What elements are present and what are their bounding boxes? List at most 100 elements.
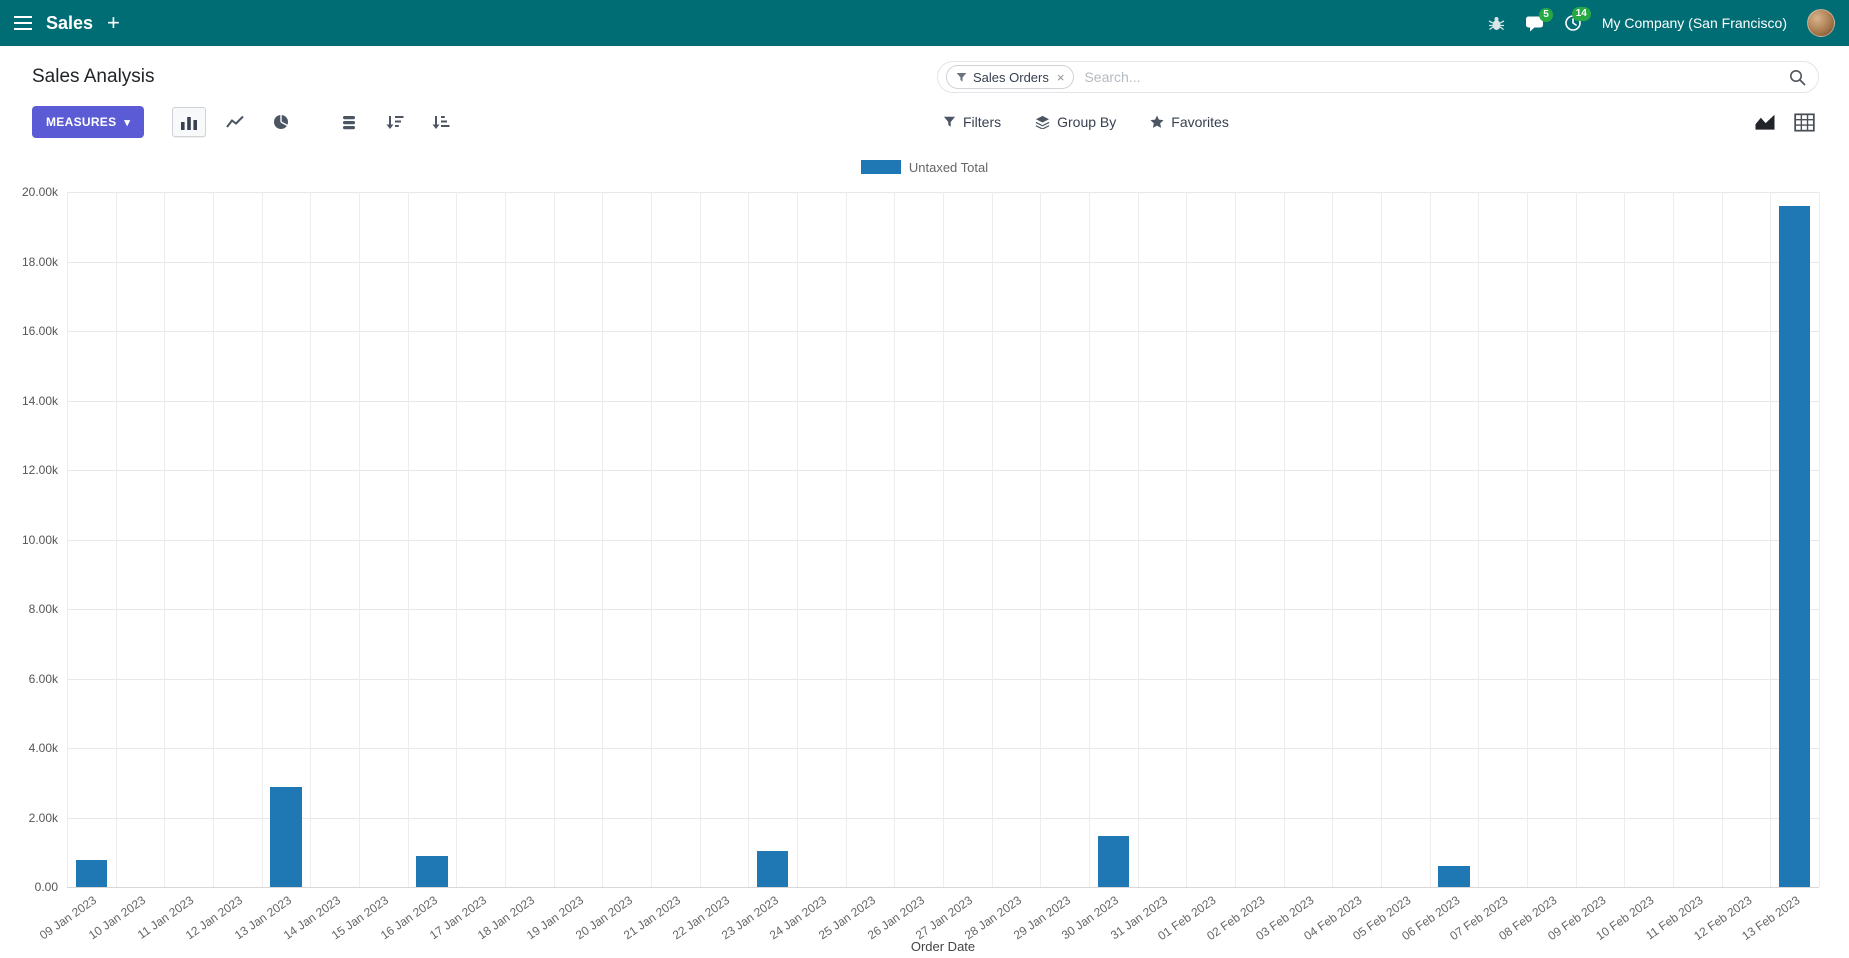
gridline [748, 192, 750, 887]
gridline [164, 192, 166, 887]
company-switcher[interactable]: My Company (San Francisco) [1601, 15, 1787, 31]
gridline [894, 192, 896, 887]
bug-icon [1488, 17, 1505, 31]
layers-icon [1035, 115, 1050, 129]
gridline [67, 887, 1819, 888]
pie-chart-button[interactable] [264, 107, 298, 137]
bar[interactable] [416, 856, 448, 887]
bar[interactable] [270, 786, 302, 887]
filter-icon [943, 116, 956, 127]
line-chart-button[interactable] [218, 107, 252, 137]
bar-chart-button[interactable] [172, 107, 207, 137]
search-icon[interactable] [1789, 69, 1806, 86]
stacked-icon [343, 115, 356, 129]
user-avatar[interactable] [1807, 9, 1835, 37]
gridline [1478, 192, 1480, 887]
y-tick-label: 18.00k [21, 254, 58, 269]
search-bar[interactable]: Sales Orders × [937, 61, 1819, 93]
gridline [1624, 192, 1626, 887]
gridline [1137, 192, 1139, 887]
bar[interactable] [1097, 836, 1130, 887]
filters-button[interactable]: Filters [943, 114, 1001, 130]
measures-button[interactable]: MEASURES ▾ [32, 106, 145, 138]
chat-bubble-icon [1525, 16, 1543, 31]
sort-ascending-icon [432, 116, 450, 129]
pivot-table-icon [1794, 112, 1815, 132]
legend-label: Untaxed Total [908, 159, 989, 175]
y-tick-label: 8.00k [28, 602, 58, 616]
y-tick-label: 12.00k [21, 463, 58, 477]
new-plus-button[interactable]: + [107, 10, 120, 35]
gridline [1381, 192, 1382, 887]
gridline [1673, 192, 1674, 887]
facet-close-icon[interactable]: × [1056, 69, 1065, 85]
activities-badge: 14 [1571, 7, 1591, 21]
apps-menu-icon[interactable] [14, 16, 32, 30]
gridline [845, 192, 847, 887]
y-tick-label: 0.00 [34, 880, 58, 894]
sort-descending-icon [386, 116, 404, 129]
gridline [456, 192, 458, 887]
gridline [1819, 192, 1820, 887]
group-by-button[interactable]: Group By [1035, 114, 1116, 130]
gridline [359, 192, 360, 887]
gridline [797, 192, 798, 887]
gridline [1575, 192, 1577, 887]
pie-chart-icon [274, 114, 289, 129]
graph-view-button[interactable] [1754, 113, 1776, 132]
activities-button[interactable]: 14 [1564, 7, 1591, 32]
gridline [407, 192, 409, 887]
chart-legend[interactable]: Untaxed Total [0, 146, 1849, 175]
gridline [261, 192, 263, 887]
bar[interactable] [1778, 205, 1811, 887]
bar[interactable] [756, 850, 789, 887]
gridline [1186, 192, 1188, 887]
measures-label: MEASURES [46, 115, 117, 129]
app-name[interactable]: Sales [46, 12, 94, 33]
favorites-button[interactable]: Favorites [1150, 114, 1229, 130]
gridline [553, 192, 555, 887]
group-by-label: Group By [1057, 114, 1117, 130]
gridline [1332, 192, 1334, 887]
bar[interactable] [1438, 866, 1470, 887]
favorites-label: Favorites [1171, 114, 1229, 130]
gridline [1283, 192, 1285, 887]
gridline [213, 192, 214, 887]
line-chart-icon [226, 115, 244, 128]
caret-down-icon: ▾ [124, 116, 131, 129]
x-axis-title: Order Date [910, 939, 976, 954]
gridline [1040, 192, 1042, 887]
bar[interactable] [75, 859, 108, 887]
gridline [1089, 192, 1090, 887]
gridline [699, 192, 701, 887]
top-navbar: Sales + 5 14 My Company (San Francisco) [0, 0, 1849, 46]
y-tick-label: 20.00k [21, 185, 58, 199]
sort-ascending-button[interactable] [424, 107, 458, 137]
sort-descending-button[interactable] [378, 107, 412, 137]
filters-label: Filters [963, 114, 1002, 130]
pivot-view-button[interactable] [1794, 112, 1815, 132]
gridline [991, 192, 993, 887]
gridline [505, 192, 506, 887]
area-chart-icon [1755, 114, 1775, 130]
y-tick-label: 10.00k [21, 532, 58, 547]
y-tick-label: 14.00k [21, 393, 58, 408]
gridline [1770, 192, 1772, 887]
y-tick-label: 16.00k [21, 324, 58, 338]
control-panel: Sales Analysis Sales Orders × MEASURES ▾ [0, 46, 1849, 146]
bar-chart-icon [181, 117, 198, 130]
search-facet-sales-orders[interactable]: Sales Orders × [946, 65, 1075, 89]
gridline [602, 192, 604, 887]
gridline [943, 192, 944, 887]
legend-swatch [860, 160, 901, 174]
page-title: Sales Analysis [32, 66, 155, 87]
gridline [1429, 192, 1431, 887]
gridline [115, 192, 117, 887]
chart-region: Untaxed Total 0.00 2.00k 4.00k 6.00k 8.00k 10… [0, 146, 1849, 958]
stacked-toggle-button[interactable] [332, 107, 366, 137]
gridline [1235, 192, 1236, 887]
debug-bug-icon[interactable] [1488, 15, 1505, 31]
search-input[interactable] [1074, 69, 1789, 85]
hamburger-icon [14, 16, 32, 30]
messages-button[interactable]: 5 [1525, 7, 1553, 32]
